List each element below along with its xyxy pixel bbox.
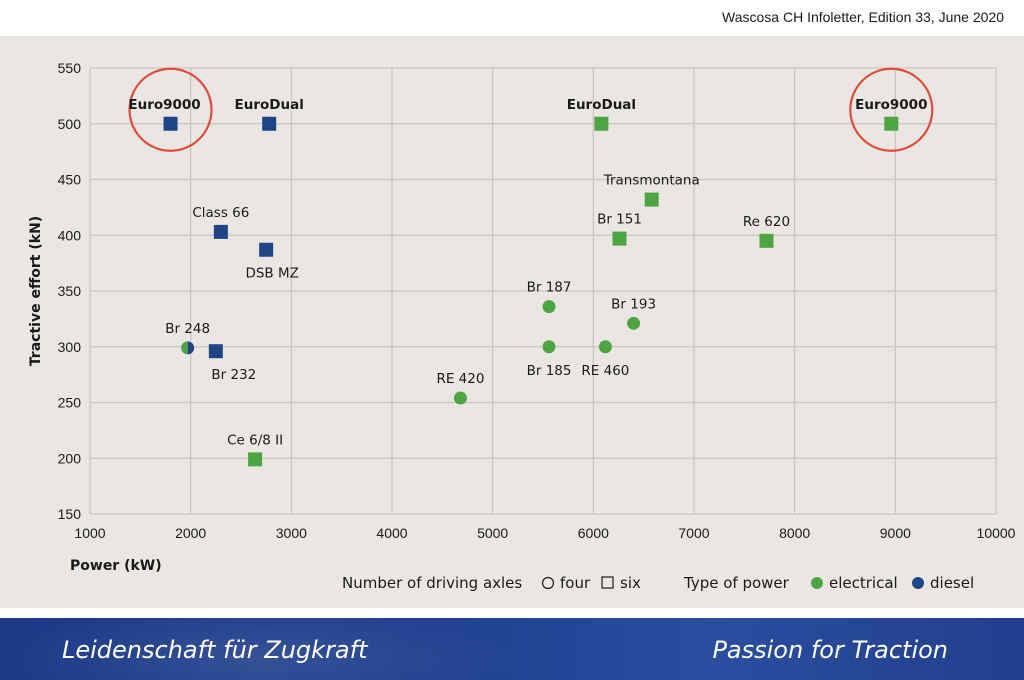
y-axis-title: Tractive effort (kN) (28, 216, 44, 366)
data-point-circle (542, 300, 556, 314)
y-tick-label: 200 (58, 450, 82, 466)
header-bar: Wascosa CH Infoletter, Edition 33, June … (0, 0, 1024, 36)
x-tick-label: 3000 (276, 525, 307, 541)
point-label: Br 185 (527, 363, 572, 379)
y-tick-label: 450 (58, 172, 82, 188)
point-label: Class 66 (192, 205, 249, 221)
point-label: Br 187 (527, 280, 572, 296)
legend-circle-marker (541, 576, 555, 590)
point-label: DSB MZ (245, 266, 298, 282)
data-point-square (884, 116, 899, 131)
footer-slogan-german: Leidenschaft für Zugkraft (62, 636, 368, 664)
x-tick-label: 6000 (578, 525, 609, 541)
data-point-square (213, 224, 228, 239)
x-tick-label: 10000 (977, 525, 1016, 541)
legend-square-marker (601, 576, 614, 589)
point-label: Br 248 (165, 321, 210, 337)
legend-six-label: six (620, 574, 641, 592)
y-tick-label: 250 (58, 395, 82, 411)
scatter-chart: 1000 2000 3000 4000 5000 6000 7000 8000 9000 1000… (28, 60, 1016, 592)
data-point-square (759, 233, 774, 248)
y-tick-label: 300 (58, 339, 82, 355)
chart-panel: 1000 2000 3000 4000 5000 6000 7000 8000 9000 1000… (0, 36, 1024, 608)
y-tick-label: 150 (58, 506, 82, 522)
point-label: Br 151 (597, 212, 642, 228)
data-point-half-electrical (181, 341, 188, 355)
footer-banner: Leidenschaft für Zugkraft Passion for Tr… (0, 618, 1024, 680)
point-label: Br 193 (611, 296, 656, 312)
y-tick-label: 400 (58, 227, 82, 243)
footer-slogan-english: Passion for Traction (712, 636, 948, 664)
data-point-square (248, 452, 263, 467)
data-point-square (208, 344, 223, 359)
y-tick-label: 350 (58, 283, 82, 299)
data-point-half-diesel (187, 341, 195, 355)
point-label: Euro9000 (128, 97, 200, 113)
data-point-circle (598, 340, 612, 354)
point-label: Euro9000 (855, 97, 927, 113)
legend-diesel-marker (912, 577, 924, 589)
x-tick-label: 8000 (779, 525, 810, 541)
point-label: Transmontana (603, 173, 700, 189)
point-label: Ce 6/8 II (227, 432, 283, 448)
point-label: Re 620 (743, 214, 790, 230)
point-label: EuroDual (235, 97, 304, 113)
legend-diesel-label: diesel (930, 574, 974, 592)
data-point-square (594, 116, 609, 131)
point-label: RE 460 (581, 363, 629, 379)
footer-gap (0, 608, 1024, 618)
x-tick-label: 9000 (880, 525, 911, 541)
x-tick-label: 7000 (678, 525, 709, 541)
point-label: EuroDual (567, 97, 636, 113)
x-axis-title: Power (kW) (70, 558, 162, 574)
data-point-square (612, 231, 627, 246)
data-point-circle (627, 316, 641, 330)
highlight-ring (849, 67, 934, 152)
data-point-circle (453, 391, 467, 405)
x-tick-label: 5000 (477, 525, 508, 541)
data-point-square (163, 116, 178, 131)
y-tick-label: 550 (58, 60, 82, 76)
x-tick-label: 1000 (74, 525, 105, 541)
header-caption: Wascosa CH Infoletter, Edition 33, June … (722, 9, 1004, 25)
legend-axles-title: Number of driving axles (342, 574, 522, 592)
x-tick-label: 4000 (376, 525, 407, 541)
legend-four-label: four (560, 574, 591, 592)
data-point-square (644, 192, 659, 207)
legend-electrical-label: electrical (829, 574, 898, 592)
data-point-square (262, 116, 277, 131)
y-tick-label: 500 (58, 116, 82, 132)
data-point-square (259, 242, 274, 257)
highlight-ring (128, 67, 213, 152)
data-point-circle (542, 340, 556, 354)
x-tick-label: 2000 (175, 525, 206, 541)
legend-electrical-marker (811, 577, 823, 589)
point-label: Br 232 (211, 367, 256, 383)
legend-power-title: Type of power (683, 574, 790, 592)
point-label: RE 420 (436, 371, 484, 387)
